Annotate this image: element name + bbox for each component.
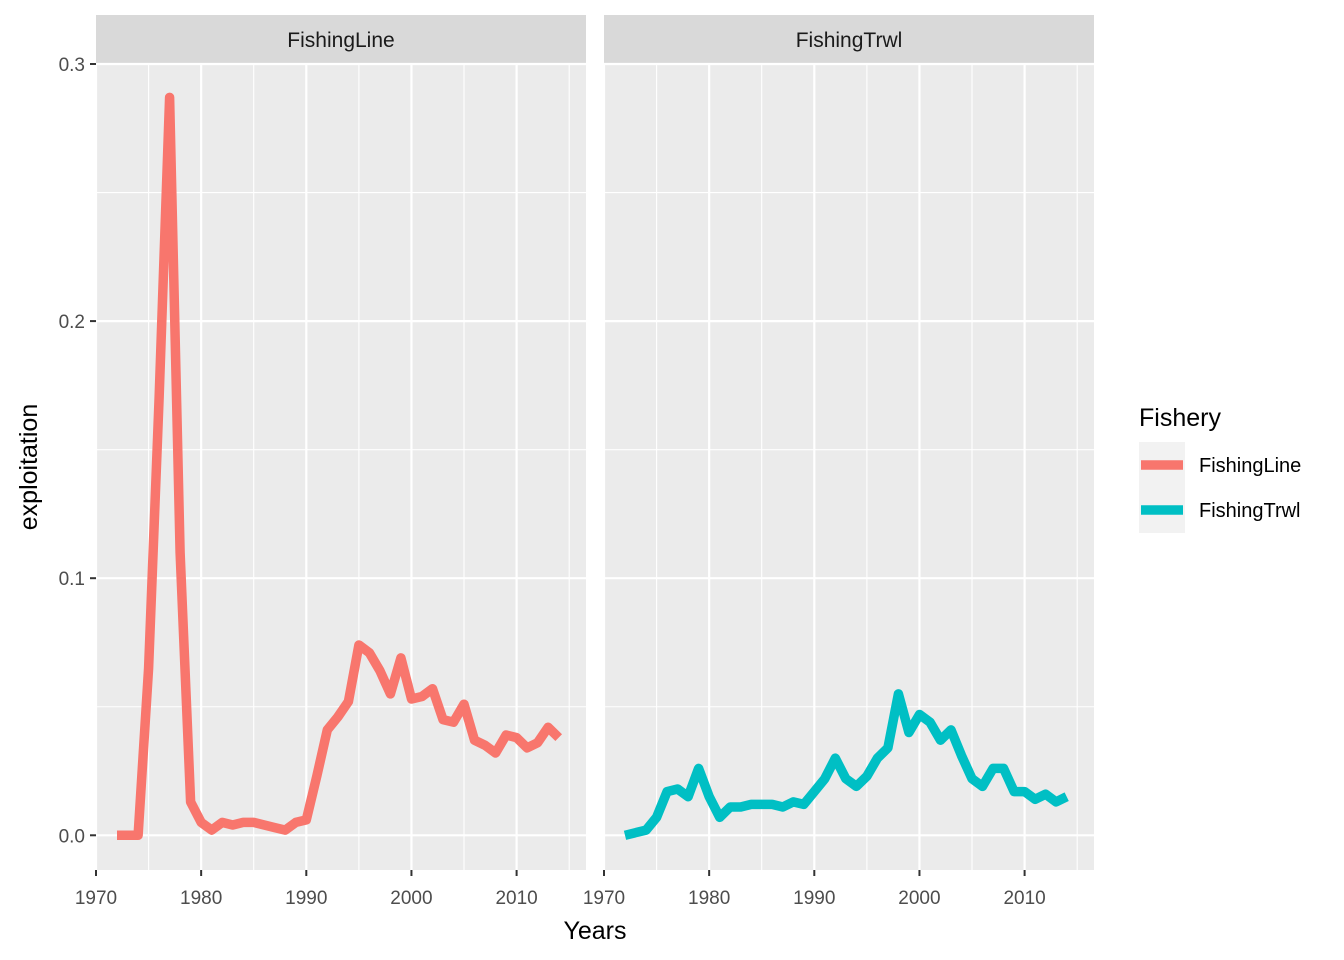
x-axes: 1970 1980 1990 2000 2010 1970 1980 1990 2000 2010: [75, 870, 1046, 909]
series-line-FishingTrwl: [623, 689, 1069, 840]
legend-item-FishingTrwl: FishingTrwl: [1139, 487, 1301, 533]
x-axis-title: Years: [563, 917, 626, 945]
legend-label: FishingTrwl: [1199, 500, 1301, 522]
legend-item-FishingLine: FishingLine: [1139, 442, 1301, 488]
panel-background: [604, 64, 1094, 870]
x-tick-label: 1990: [793, 888, 835, 909]
y-tick-label: 0.2: [59, 312, 85, 333]
x-tick-label: 1980: [688, 888, 730, 909]
x-tick-label: 2000: [390, 888, 432, 909]
y-axis: 0.0 0.1 0.2 0.3: [59, 55, 96, 847]
x-tick-label: 2010: [495, 888, 537, 909]
series-line-FishingLine: [117, 92, 563, 841]
panel-FishingTrwl: FishingTrwl: [602, 15, 1094, 870]
facet-strip: [96, 15, 586, 64]
panel-FishingLine: FishingLine: [94, 15, 586, 870]
facet-panels: FishingLine FishingTrwl: [94, 15, 1094, 870]
x-tick-label: 2000: [898, 888, 940, 909]
legend-title: Fishery: [1139, 404, 1221, 432]
x-tick-label: 1970: [75, 888, 117, 909]
legend-label: FishingLine: [1199, 455, 1301, 477]
y-axis-title: exploitation: [15, 404, 43, 530]
facet-strip: [604, 15, 1094, 64]
x-tick-label: 1970: [583, 888, 625, 909]
x-tick-label: 2010: [1003, 888, 1045, 909]
y-tick-label: 0.0: [59, 826, 85, 847]
facet-strip-label: FishingLine: [287, 29, 394, 52]
x-tick-label: 1990: [285, 888, 327, 909]
y-tick-label: 0.3: [59, 55, 85, 76]
legend-keys: FishingLine FishingTrwl: [1139, 442, 1301, 533]
legend: Fishery FishingLine FishingTrwl: [1139, 404, 1301, 533]
facet-strip-label: FishingTrwl: [796, 29, 903, 52]
y-tick-label: 0.1: [59, 569, 85, 590]
x-tick-label: 1980: [180, 888, 222, 909]
